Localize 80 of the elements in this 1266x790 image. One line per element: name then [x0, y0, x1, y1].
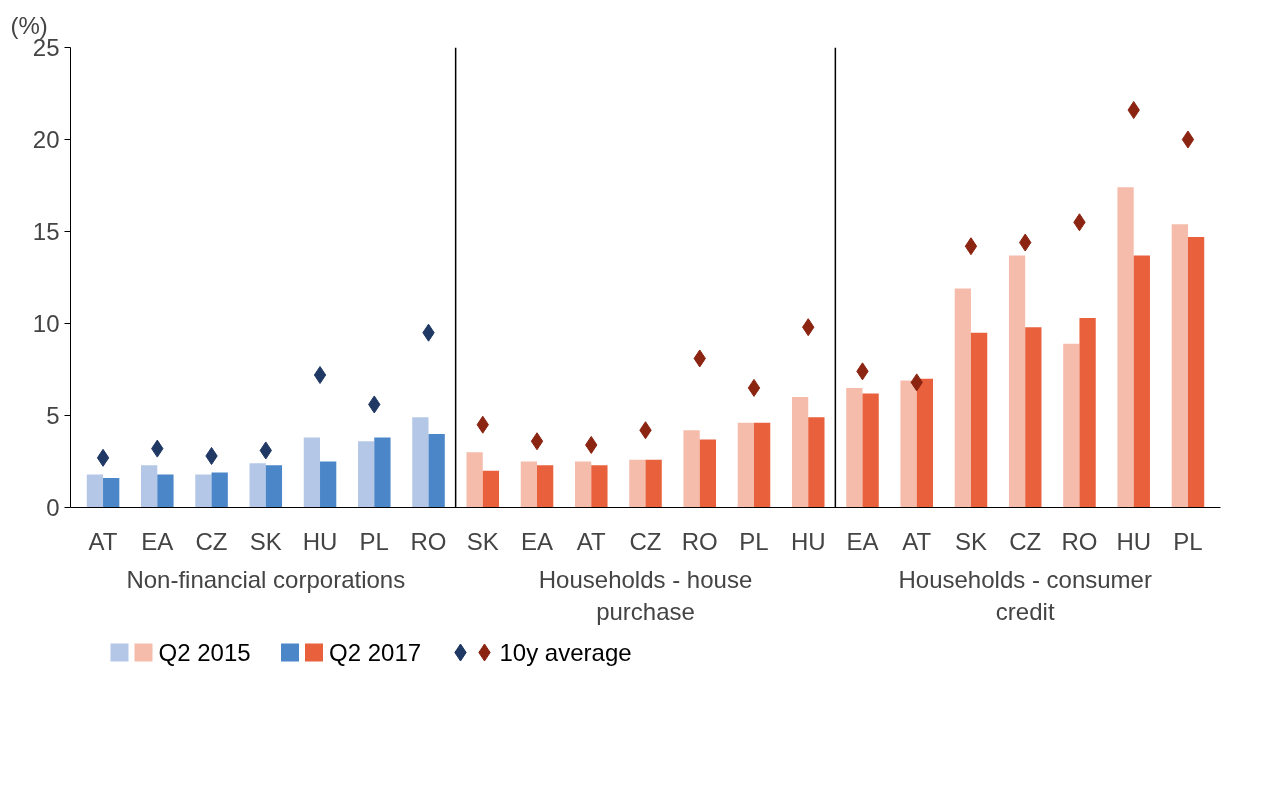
bar — [1133, 255, 1150, 508]
y-tick-label: 5 — [46, 402, 60, 429]
bar — [103, 478, 120, 508]
y-tick-label: 10 — [32, 310, 60, 337]
bar — [265, 465, 283, 508]
point — [747, 378, 761, 397]
bar — [791, 397, 809, 508]
bar — [412, 417, 429, 508]
x-tick-label: AT — [902, 527, 932, 555]
bar — [862, 393, 879, 508]
y-tick-label: 0 — [46, 494, 60, 521]
x-tick-label: AT — [88, 527, 118, 555]
bar — [86, 474, 104, 508]
text: Households - consumer credit — [898, 565, 1152, 625]
bar — [157, 474, 174, 508]
bar — [954, 288, 971, 508]
bar — [195, 474, 212, 508]
bar — [466, 452, 483, 508]
bar — [537, 465, 554, 508]
bar — [645, 459, 662, 508]
bar — [249, 463, 266, 508]
bar — [753, 422, 771, 508]
x-tick-label: AT — [576, 527, 607, 555]
legend-label: Q2 2015 — [158, 639, 251, 666]
x-tick-label: EA — [521, 527, 554, 555]
bar — [737, 422, 754, 508]
x-tick-label: SK — [954, 527, 987, 555]
point — [96, 448, 110, 467]
bar — [970, 332, 988, 508]
y-tick-label: 15 — [32, 218, 60, 245]
point — [530, 432, 544, 451]
bar — [591, 465, 608, 508]
bar — [1079, 317, 1096, 508]
bar — [683, 430, 700, 508]
x-tick-label: CZ — [629, 527, 662, 555]
bar — [482, 470, 500, 508]
bar — [428, 433, 445, 508]
point — [1181, 130, 1195, 149]
bar — [141, 465, 158, 508]
x-tick-label: HU — [302, 527, 338, 555]
x-tick-label: PL — [739, 527, 769, 555]
bar — [374, 437, 391, 508]
x-tick-label: CZ — [1009, 527, 1042, 555]
bar — [1117, 187, 1134, 508]
bar — [1171, 224, 1188, 508]
bar — [520, 461, 538, 508]
x-tick-label: SK — [249, 527, 282, 555]
x-tick-label: RO — [1061, 527, 1098, 555]
text: Households - house purchase — [538, 565, 753, 625]
bar — [1187, 237, 1205, 508]
bar — [1063, 343, 1080, 508]
bar — [808, 417, 825, 508]
point — [313, 366, 327, 385]
x-tick-label: SK — [466, 527, 499, 555]
x-tick-label: PL — [1173, 527, 1203, 555]
x-tick-label: CZ — [195, 527, 228, 555]
bar — [900, 380, 917, 508]
x-tick-label: HU — [790, 527, 826, 555]
bar — [358, 441, 375, 508]
bar — [1025, 327, 1042, 508]
bar — [1008, 255, 1026, 508]
x-tick-label: RO — [681, 527, 718, 555]
bar — [320, 461, 337, 508]
point — [964, 237, 978, 256]
x-tick-label: HU — [1116, 527, 1152, 555]
x-tick-label: EA — [141, 527, 174, 555]
x-tick-label: EA — [846, 527, 879, 555]
legend-label: Q2 2017 — [329, 639, 422, 666]
bar — [303, 437, 321, 508]
x-tick-label: RO — [410, 527, 447, 555]
bar — [846, 387, 863, 508]
y-tick-label: 20 — [32, 126, 60, 153]
bar — [699, 439, 717, 508]
bar — [916, 378, 933, 508]
bar — [574, 461, 592, 508]
text: Non-financial corporations — [126, 565, 406, 593]
bar — [211, 472, 228, 508]
legend-label: 10y average — [499, 639, 632, 666]
bar — [629, 459, 646, 508]
x-tick-label: PL — [359, 527, 389, 555]
